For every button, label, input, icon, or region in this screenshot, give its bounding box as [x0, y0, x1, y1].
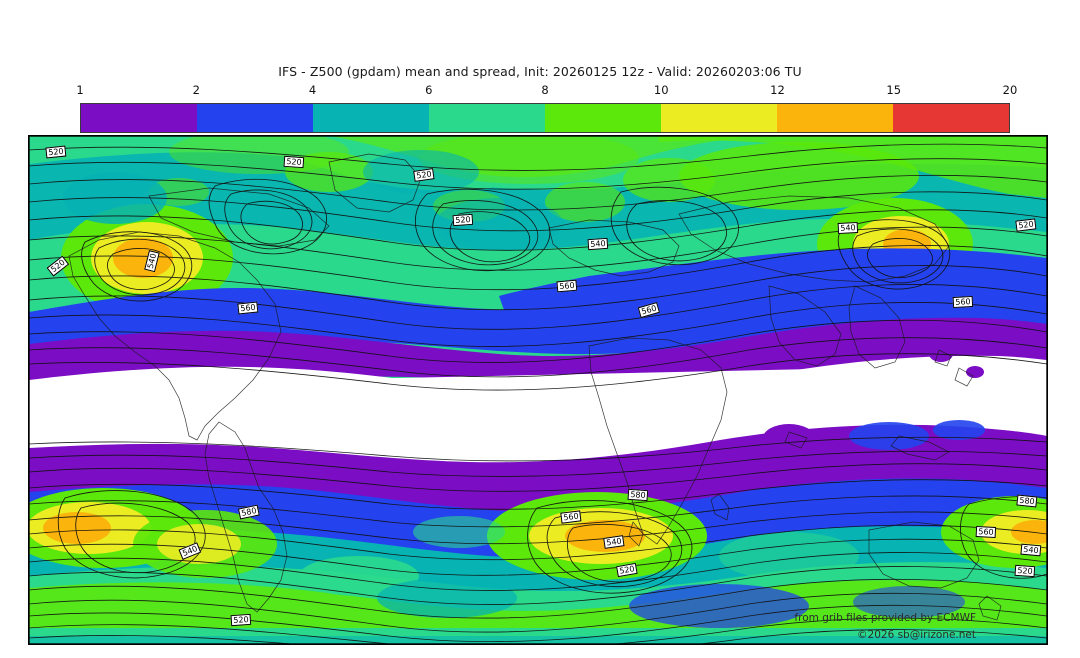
colorbar-tick-1: 1	[76, 83, 84, 97]
contour-label-540: 540	[587, 237, 609, 251]
colorbar-tick-2: 2	[192, 83, 200, 97]
contour-label-520: 520	[1014, 564, 1036, 578]
colorbar-segment-blue	[197, 104, 313, 132]
contour-label-560: 560	[952, 295, 974, 309]
colorbar-segment-red	[893, 104, 1009, 132]
colorbar-gradient	[80, 103, 1010, 133]
colorbar-tick-15: 15	[886, 83, 902, 97]
contour-label-540: 540	[837, 221, 859, 235]
contour-label-540: 540	[1020, 543, 1042, 557]
map-plot-area: 520 520 520 520 520 520 540 540 540 560 560 560 560 5…	[28, 135, 1048, 645]
colorbar-segment-yellow	[661, 104, 777, 132]
colorbar-tick-12: 12	[770, 83, 785, 97]
colorbar-segment-spring-green	[429, 104, 545, 132]
colorbar-tick-6: 6	[425, 83, 433, 97]
colorbar-segment-green	[545, 104, 661, 132]
map-svg	[29, 136, 1047, 644]
colorbar-tick-4: 4	[308, 83, 317, 97]
colorbar-tick-8: 8	[541, 83, 549, 97]
credit-copyright: ©2026 sb@irizone.net	[857, 629, 976, 641]
colorbar: 1 2 4 6 8 10 12 15 20	[76, 83, 1017, 133]
contour-label-520: 520	[452, 213, 474, 227]
contour-label-520: 520	[283, 155, 305, 169]
contour-label-560: 560	[975, 525, 997, 539]
colorbar-tick-10: 10	[653, 83, 669, 97]
colorbar-segment-orange	[777, 104, 893, 132]
contour-label-560: 560	[556, 279, 578, 293]
contour-label-580: 580	[627, 488, 649, 502]
contour-label-580: 580	[1016, 494, 1038, 508]
colorbar-segment-purple	[81, 104, 197, 132]
colorbar-segment-teal	[313, 104, 429, 132]
credit-source: from grib files provided by ECMWF	[794, 612, 976, 624]
contour-label-560: 560	[237, 301, 259, 315]
colorbar-tick-20: 20	[1002, 83, 1018, 97]
page-title: IFS - Z500 (gpdam) mean and spread, Init…	[278, 64, 802, 79]
contour-label-520: 520	[230, 613, 252, 627]
contour-label-520: 520	[45, 145, 67, 159]
colorbar-tick-labels: 1 2 4 6 8 10 12 15 20	[76, 83, 1017, 99]
